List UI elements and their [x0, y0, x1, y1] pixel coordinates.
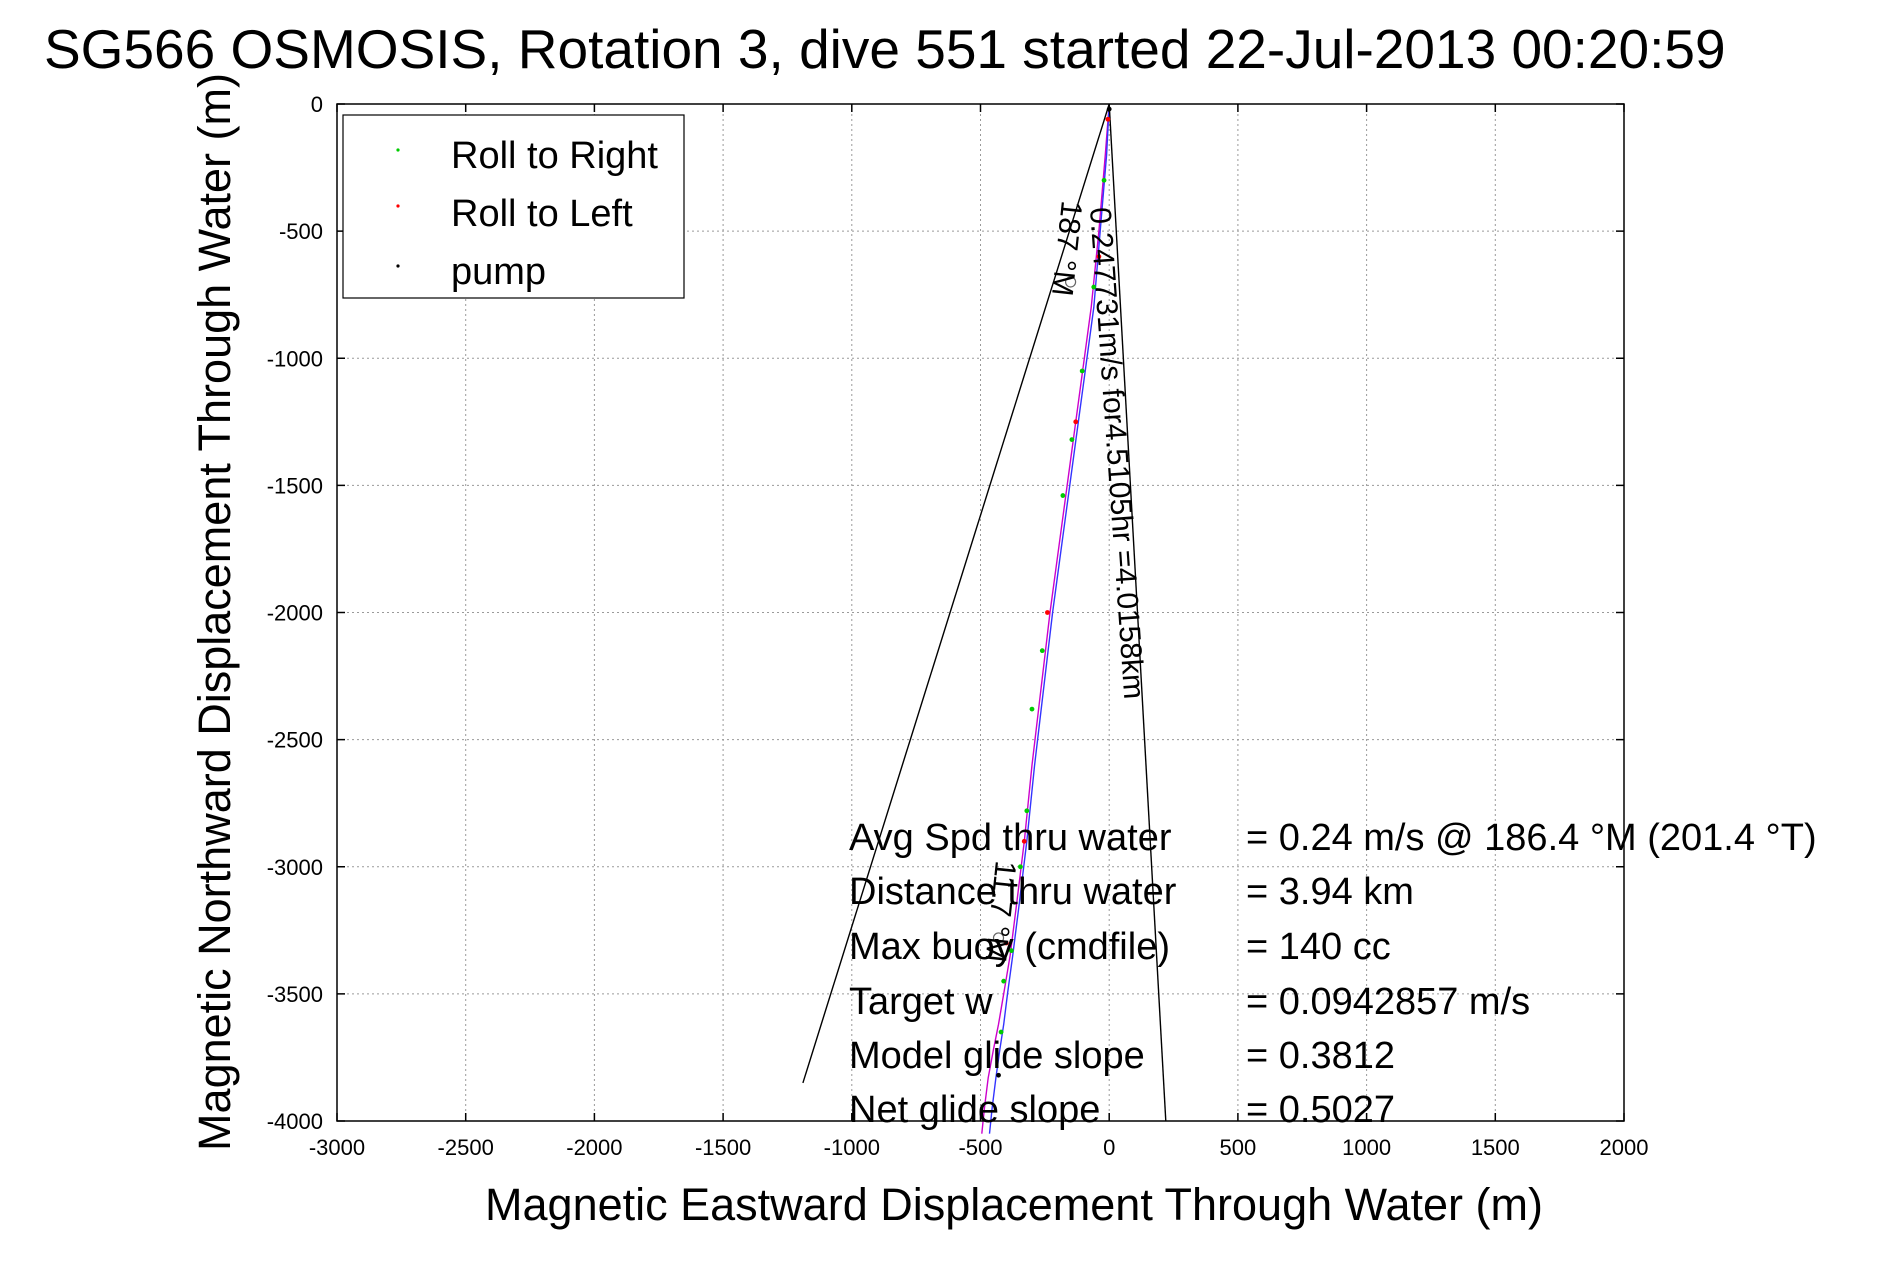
x-tick-label: -1500 [695, 1135, 751, 1160]
data-point [998, 1029, 1004, 1035]
chart-title: SG566 OSMOSIS, Rotation 3, dive 551 star… [44, 18, 1726, 80]
y-tick-label: -3000 [267, 855, 323, 880]
stat-label-net-glide: Net glide slope [849, 1089, 1100, 1131]
heading-marker [992, 932, 1005, 944]
data-point [1003, 940, 1009, 946]
data-point [1045, 610, 1050, 615]
y-tick-label: -500 [279, 219, 323, 244]
series-line-1 [988, 103, 1110, 1134]
x-tick-label: -2500 [438, 1135, 494, 1160]
data-point [1029, 706, 1035, 712]
legend: Roll to Right Roll to Left pump [342, 114, 685, 299]
heading-marker [1064, 276, 1077, 288]
axis-ticks: -3000 -2500 -2000 -1500 -1000 -500 0 500 1000 150… [267, 92, 1649, 1160]
stat-label-avg-speed: Avg Spd thru water [849, 817, 1172, 859]
stat-value-net-glide: = 0.5027 [1246, 1089, 1395, 1131]
data-point [1060, 493, 1066, 498]
x-tick-label: -1000 [824, 1135, 880, 1160]
legend-label-pump: pump [451, 251, 546, 293]
stat-value-max-buoy: = 140 cc [1246, 926, 1391, 968]
dive-stats: Avg Spd thru water = 0.24 m/s @ 186.4 °M… [849, 817, 1817, 1131]
series-line-3 [1108, 103, 1167, 1122]
data-point [1021, 838, 1027, 844]
data-point [1079, 368, 1085, 374]
y-tick-label: -2000 [267, 601, 323, 626]
series-line-0 [981, 103, 1110, 1134]
series-line-2 [802, 103, 1110, 1084]
x-tick-label: 1500 [1471, 1135, 1520, 1160]
legend-label-roll-left: Roll to Left [451, 193, 633, 235]
stat-label-max-buoy: Max buoy (cmdfile) [849, 926, 1170, 968]
y-axis-label: Magnetic Northward Displacement Through … [189, 73, 240, 1151]
x-tick-label: -2000 [566, 1135, 622, 1160]
data-point [1001, 978, 1007, 984]
data-point [1091, 284, 1097, 290]
y-tick-label: -1000 [267, 346, 323, 371]
data-point [1069, 437, 1075, 443]
y-tick-label: -2500 [267, 728, 323, 753]
stat-value-avg-speed: = 0.24 m/s @ 186.4 °M (201.4 °T) [1246, 817, 1817, 859]
x-axis-label: Magnetic Eastward Displacement Through W… [485, 1179, 1543, 1230]
data-point [1008, 948, 1014, 954]
stat-value-target-w: = 0.0942857 m/s [1246, 981, 1530, 1023]
data-point [1073, 419, 1079, 425]
x-tick-label: -500 [958, 1135, 1002, 1160]
stat-label-model-glide: Model glide slope [849, 1035, 1145, 1077]
track-speed-label: 0.247731m/s for4.5105hr =4.0158km [1083, 206, 1150, 700]
stat-label-distance: Distance thru water [849, 871, 1177, 913]
legend-marker-pump [396, 264, 400, 268]
data-point [1017, 864, 1023, 870]
heading-label-top: 187 °M [1045, 199, 1088, 297]
x-tick-label: 0 [1103, 1135, 1115, 1160]
data-point [1101, 177, 1107, 183]
data-point [1096, 254, 1102, 259]
x-tick-label: 2000 [1600, 1135, 1649, 1160]
legend-box [342, 114, 685, 299]
y-tick-label: -1500 [267, 473, 323, 498]
x-tick-label: 1000 [1342, 1135, 1391, 1160]
x-tick-label: -3000 [309, 1135, 365, 1160]
legend-marker-roll-right [396, 148, 400, 152]
y-tick-label: -3500 [267, 982, 323, 1007]
y-tick-label: -4000 [267, 1109, 323, 1134]
data-point [996, 1072, 1001, 1078]
legend-label-roll-right: Roll to Right [451, 135, 658, 177]
stat-value-distance: = 3.94 km [1246, 871, 1414, 913]
x-tick-label: 500 [1220, 1135, 1257, 1160]
plot-series [802, 103, 1167, 1134]
stat-value-model-glide: = 0.3812 [1246, 1035, 1395, 1077]
y-tick-label: 0 [311, 92, 323, 117]
data-point [1039, 648, 1045, 654]
data-point [1105, 116, 1111, 122]
stat-label-target-w: Target w [849, 981, 993, 1023]
legend-marker-roll-left [396, 204, 400, 208]
data-point [1024, 808, 1030, 814]
